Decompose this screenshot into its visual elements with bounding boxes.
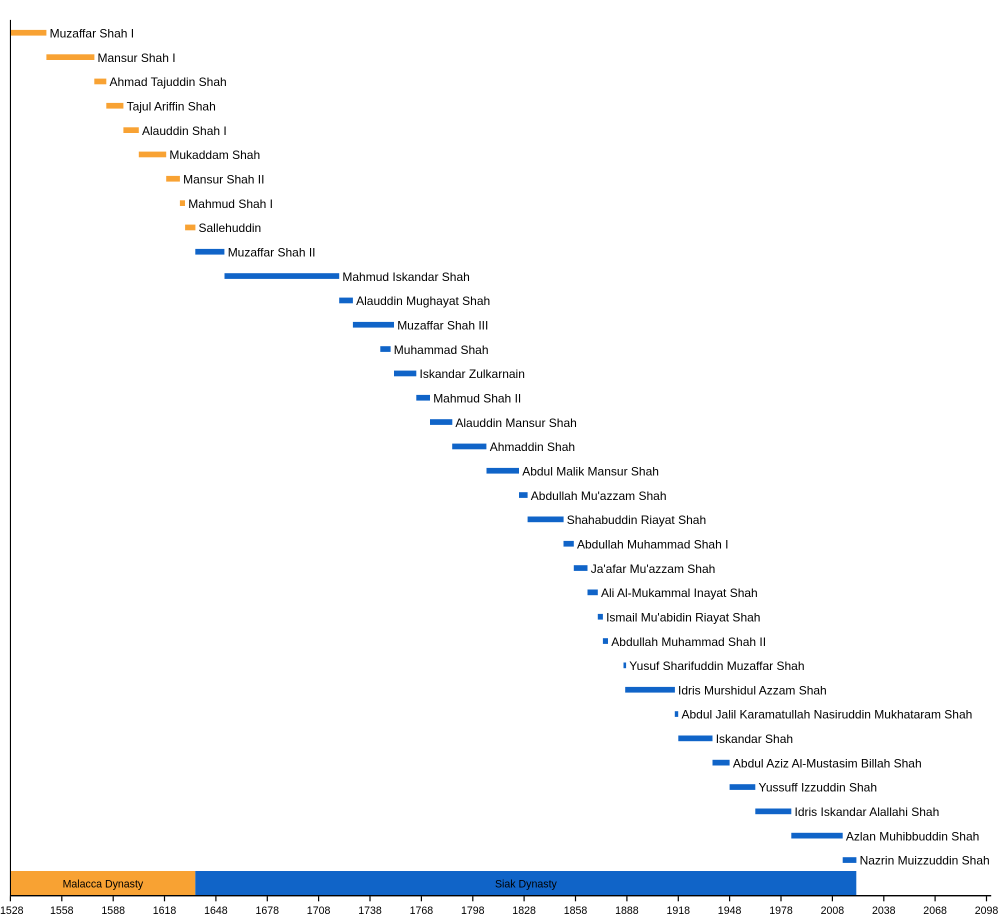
svg-text:Abdullah Mu'azzam Shah: Abdullah Mu'azzam Shah [531, 489, 667, 503]
svg-text:1978: 1978 [769, 905, 793, 915]
svg-text:1528: 1528 [0, 905, 24, 915]
svg-text:Mukaddam Shah: Mukaddam Shah [169, 148, 260, 162]
svg-text:Yussuff Izzuddin Shah: Yussuff Izzuddin Shah [759, 781, 878, 795]
svg-text:1798: 1798 [461, 905, 485, 915]
svg-text:1918: 1918 [667, 905, 691, 915]
svg-text:Mansur Shah II: Mansur Shah II [183, 173, 264, 187]
svg-text:Ahmaddin Shah: Ahmaddin Shah [490, 440, 575, 454]
svg-text:Iskandar Zulkarnain: Iskandar Zulkarnain [420, 367, 525, 381]
svg-text:1708: 1708 [307, 905, 331, 915]
svg-text:Iskandar Shah: Iskandar Shah [716, 732, 793, 746]
svg-text:Mansur Shah I: Mansur Shah I [98, 51, 176, 65]
svg-text:Shahabuddin Riayat Shah: Shahabuddin Riayat Shah [567, 513, 706, 527]
svg-text:Ja'afar Mu'azzam Shah: Ja'afar Mu'azzam Shah [591, 562, 716, 576]
svg-text:1948: 1948 [718, 905, 742, 915]
svg-text:Muzaffar Shah III: Muzaffar Shah III [397, 319, 488, 333]
svg-text:2008: 2008 [821, 905, 845, 915]
svg-text:Tajul Ariffin Shah: Tajul Ariffin Shah [127, 100, 216, 114]
svg-text:Malacca Dynasty: Malacca Dynasty [63, 879, 144, 891]
svg-text:Abdullah Muhammad Shah I: Abdullah Muhammad Shah I [577, 537, 728, 551]
svg-text:Muhammad Shah: Muhammad Shah [394, 343, 489, 357]
svg-text:Sallehuddin: Sallehuddin [199, 221, 262, 235]
svg-text:Mahmud Shah II: Mahmud Shah II [433, 391, 521, 405]
svg-text:1588: 1588 [101, 905, 125, 915]
svg-text:Idris Iskandar Alallahi Shah: Idris Iskandar Alallahi Shah [795, 805, 940, 819]
svg-text:1828: 1828 [512, 905, 536, 915]
svg-text:Ismail Mu'abidin Riayat Shah: Ismail Mu'abidin Riayat Shah [606, 610, 760, 624]
svg-text:Muzaffar Shah II: Muzaffar Shah II [228, 246, 316, 260]
svg-text:Abdul Jalil Karamatullah Nasir: Abdul Jalil Karamatullah Nasiruddin Mukh… [682, 708, 973, 722]
svg-text:Ahmad Tajuddin Shah: Ahmad Tajuddin Shah [110, 75, 227, 89]
svg-text:Abdullah Muhammad Shah II: Abdullah Muhammad Shah II [611, 635, 766, 649]
svg-text:1888: 1888 [615, 905, 639, 915]
svg-text:Abdul Aziz Al-Mustasim Billah: Abdul Aziz Al-Mustasim Billah Shah [733, 756, 922, 770]
svg-text:2038: 2038 [872, 905, 896, 915]
svg-text:Alauddin Mansur Shah: Alauddin Mansur Shah [455, 416, 576, 430]
svg-text:Ali Al-Mukammal Inayat Shah: Ali Al-Mukammal Inayat Shah [601, 586, 758, 600]
svg-text:Mahmud Iskandar Shah: Mahmud Iskandar Shah [342, 270, 469, 284]
svg-text:1618: 1618 [153, 905, 177, 915]
svg-text:Nazrin Muizzuddin Shah: Nazrin Muizzuddin Shah [860, 854, 990, 868]
svg-text:Alauddin Shah I: Alauddin Shah I [142, 124, 227, 138]
svg-text:1738: 1738 [358, 905, 382, 915]
svg-text:Abdul Malik Mansur Shah: Abdul Malik Mansur Shah [522, 464, 659, 478]
svg-text:Idris Murshidul Azzam Shah: Idris Murshidul Azzam Shah [678, 683, 827, 697]
svg-text:Alauddin Mughayat Shah: Alauddin Mughayat Shah [356, 294, 490, 308]
svg-text:1858: 1858 [564, 905, 588, 915]
svg-text:Muzaffar Shah I: Muzaffar Shah I [50, 27, 135, 41]
svg-text:2068: 2068 [923, 905, 947, 915]
svg-text:2098: 2098 [975, 905, 999, 915]
svg-text:Mahmud Shah I: Mahmud Shah I [188, 197, 273, 211]
svg-text:1648: 1648 [204, 905, 228, 915]
svg-text:Azlan Muhibbuddin Shah: Azlan Muhibbuddin Shah [846, 829, 979, 843]
svg-text:1768: 1768 [410, 905, 434, 915]
svg-text:Siak Dynasty: Siak Dynasty [495, 879, 558, 891]
svg-text:1678: 1678 [256, 905, 280, 915]
svg-text:1558: 1558 [50, 905, 74, 915]
svg-text:Yusuf Sharifuddin Muzaffar Sha: Yusuf Sharifuddin Muzaffar Shah [629, 659, 804, 673]
